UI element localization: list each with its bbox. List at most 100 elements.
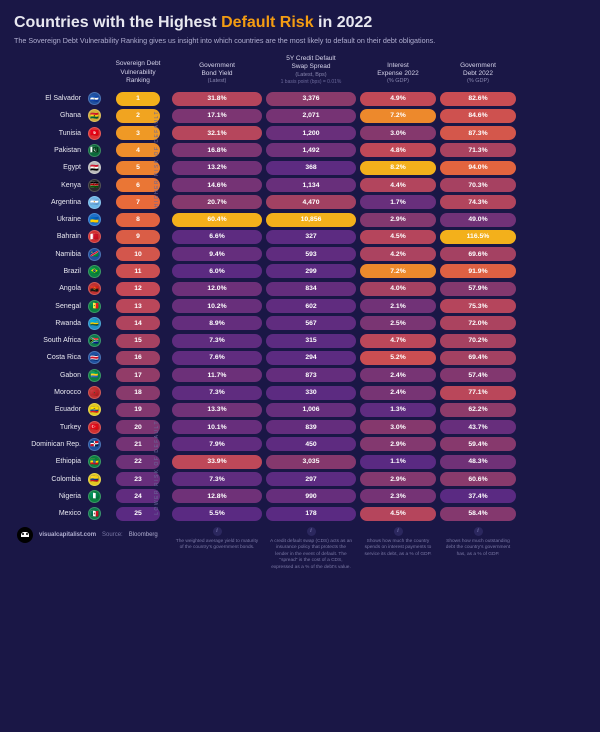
int-pill: 2.9%: [360, 213, 436, 227]
debt-pill: 82.6%: [440, 92, 516, 106]
rank-pill: 13: [116, 299, 160, 313]
cds-pill: 839: [266, 420, 356, 434]
country-name: Brazil: [14, 268, 84, 275]
debt-pill: 87.3%: [440, 126, 516, 140]
int-pill: 4.7%: [360, 334, 436, 348]
bond-pill: 33.9%: [172, 455, 262, 469]
int-pill: 3.0%: [360, 420, 436, 434]
footnote-int: iShows how much the country spends on in…: [360, 527, 436, 571]
flag-icon: 🇸🇻: [88, 92, 101, 105]
cds-pill: 327: [266, 230, 356, 244]
source-name: Bloomberg: [129, 531, 158, 539]
rank-pill: 8: [116, 213, 160, 227]
subtitle: The Sovereign Debt Vulnerability Ranking…: [14, 36, 586, 45]
country-name: Rwanda: [14, 320, 84, 327]
debt-pill: 69.6%: [440, 247, 516, 261]
cds-pill: 1,200: [266, 126, 356, 140]
cds-pill: 4,470: [266, 195, 356, 209]
bond-pill: 6.0%: [172, 264, 262, 278]
flag-icon: 🇹🇷: [88, 421, 101, 434]
cds-pill: 315: [266, 334, 356, 348]
cds-pill: 10,856: [266, 213, 356, 227]
rank-pill: 18: [116, 386, 160, 400]
country-name: Turkey: [14, 424, 84, 431]
debt-pill: 60.6%: [440, 472, 516, 486]
table-row: Rwanda🇷🇼148.9%5672.5%72.0%: [14, 316, 586, 330]
flag-icon: 🇪🇹: [88, 455, 101, 468]
int-pill: 4.5%: [360, 507, 436, 521]
flag-icon: 🇩🇴: [88, 438, 101, 451]
int-pill: 4.5%: [360, 230, 436, 244]
bond-pill: 10.2%: [172, 299, 262, 313]
country-name: South Africa: [14, 337, 84, 344]
country-name: El Salvador: [14, 95, 84, 102]
cds-pill: 299: [266, 264, 356, 278]
info-icon: i: [474, 527, 483, 536]
int-pill: 2.9%: [360, 472, 436, 486]
country-name: Senegal: [14, 303, 84, 310]
cds-pill: 1,492: [266, 143, 356, 157]
flag-icon: 🇹🇳: [88, 127, 101, 140]
bond-pill: 8.9%: [172, 316, 262, 330]
page-title: Countries with the Highest Default Risk …: [14, 14, 586, 32]
title-pre: Countries with the Highest: [14, 14, 221, 31]
axis-low: LOWER RISK OF DEFAULT: [154, 420, 160, 515]
cds-pill: 1,006: [266, 403, 356, 417]
table-row: Egypt🇪🇬513.2%3688.2%94.0%: [14, 161, 586, 175]
debt-pill: 57.9%: [440, 282, 516, 296]
cds-pill: 1,134: [266, 178, 356, 192]
debt-pill: 84.6%: [440, 109, 516, 123]
country-name: Ukraine: [14, 216, 84, 223]
debt-pill: 62.2%: [440, 403, 516, 417]
info-icon: i: [213, 527, 222, 536]
cds-pill: 330: [266, 386, 356, 400]
debt-pill: 49.0%: [440, 213, 516, 227]
debt-pill: 43.7%: [440, 420, 516, 434]
int-pill: 1.3%: [360, 403, 436, 417]
int-pill: 1.1%: [360, 455, 436, 469]
int-pill: 1.7%: [360, 195, 436, 209]
debt-pill: 71.3%: [440, 143, 516, 157]
bond-pill: 9.4%: [172, 247, 262, 261]
table-row: Turkey🇹🇷2010.1%8393.0%43.7%: [14, 420, 586, 434]
table-row: Argentina🇦🇷720.7%4,4701.7%74.3%: [14, 195, 586, 209]
flag-icon: 🇺🇦: [88, 213, 101, 226]
flag-icon: 🇸🇳: [88, 300, 101, 313]
bond-pill: 7.9%: [172, 437, 262, 451]
bond-pill: 10.1%: [172, 420, 262, 434]
table-row: Dominican Rep.🇩🇴217.9%4502.9%59.4%: [14, 437, 586, 451]
col-bond: GovernmentBond Yield (Latest): [172, 62, 262, 86]
footnote-cds: iA credit default swap (CDS) acts as an …: [266, 527, 356, 571]
int-pill: 2.5%: [360, 316, 436, 330]
int-pill: 4.9%: [360, 92, 436, 106]
rank-pill: 12: [116, 282, 160, 296]
rank-pill: 1: [116, 92, 160, 106]
int-pill: 7.2%: [360, 109, 436, 123]
table-row: Angola🇦🇴1212.0%8344.0%57.9%: [14, 282, 586, 296]
flag-icon: 🇵🇰: [88, 144, 101, 157]
table-row: Costa Rica🇨🇷167.6%2945.2%69.4%: [14, 351, 586, 365]
source-site: visualcapitalist.com: [39, 531, 96, 539]
title-accent: Default Risk: [221, 14, 313, 31]
rank-pill: 17: [116, 368, 160, 382]
table-row: Mexico🇲🇽255.5%1784.5%58.4%: [14, 507, 586, 521]
footer: visualcapitalist.com Source: Bloomberg i…: [14, 527, 586, 571]
table-row: Tunisia🇹🇳332.1%1,2003.0%87.3%: [14, 126, 586, 140]
bond-pill: 16.8%: [172, 143, 262, 157]
table-row: South Africa🇿🇦157.3%3154.7%70.2%: [14, 334, 586, 348]
bond-pill: 20.7%: [172, 195, 262, 209]
bond-pill: 7.3%: [172, 386, 262, 400]
bond-pill: 14.6%: [172, 178, 262, 192]
table-row: Pakistan🇵🇰416.8%1,4924.8%71.3%: [14, 143, 586, 157]
int-pill: 7.2%: [360, 264, 436, 278]
col-debt: GovernmentDebt 2022 (% GDP): [440, 62, 516, 86]
bond-pill: 6.6%: [172, 230, 262, 244]
country-name: Tunisia: [14, 130, 84, 137]
int-pill: 2.9%: [360, 437, 436, 451]
cds-pill: 450: [266, 437, 356, 451]
info-icon: i: [307, 527, 316, 536]
cds-pill: 873: [266, 368, 356, 382]
debt-pill: 37.4%: [440, 489, 516, 503]
flag-icon: 🇪🇨: [88, 403, 101, 416]
cds-pill: 2,071: [266, 109, 356, 123]
